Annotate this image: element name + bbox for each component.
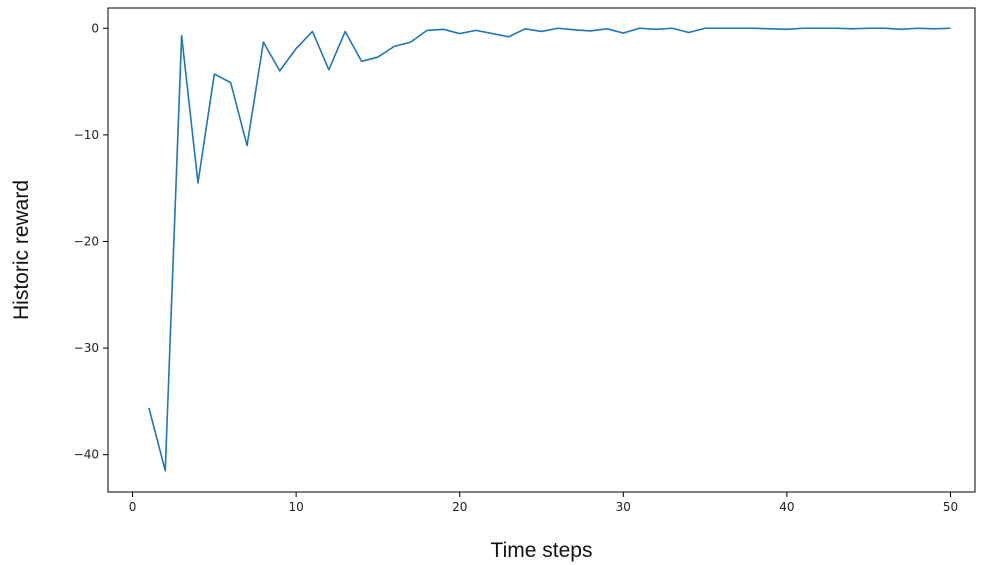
- x-tick-label: 50: [943, 500, 958, 514]
- x-tick-label: 30: [616, 500, 631, 514]
- plot-area: [107, 7, 976, 493]
- y-tick-label: −40: [74, 448, 99, 462]
- series-layer: [148, 27, 951, 472]
- x-axis: 0 10 20 30 40 50: [129, 492, 958, 514]
- x-tick-label: 10: [288, 500, 303, 514]
- plot-frame: [107, 7, 976, 493]
- x-tick-label: 0: [129, 500, 137, 514]
- y-tick-label: −30: [74, 341, 99, 355]
- x-tick-label: 20: [452, 500, 467, 514]
- y-tick-label: −20: [74, 234, 99, 248]
- x-axis-title: Time steps: [491, 539, 593, 562]
- x-tick-label: 40: [779, 500, 794, 514]
- y-tick-label: 0: [91, 21, 99, 35]
- series-line: [148, 27, 951, 472]
- y-tick-label: −10: [74, 128, 99, 142]
- y-axis: 0 −10 −20 −30 −40: [74, 21, 108, 462]
- y-axis-title: Historic reward: [10, 180, 33, 320]
